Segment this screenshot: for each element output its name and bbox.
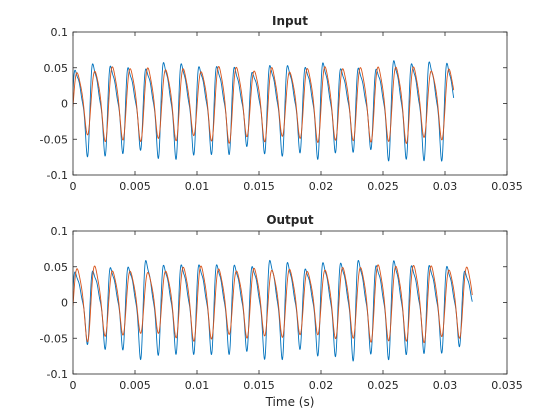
- input-y-ticks: -0.1 -0.05 0 0.05 0.1: [40, 26, 507, 182]
- input-y-tick-label: 0.05: [44, 62, 69, 75]
- input-series-group: [73, 60, 455, 162]
- input-title: Input: [272, 14, 308, 28]
- input-y-tick-label: 0: [61, 98, 68, 111]
- input-x-tick-label: 0.01: [185, 180, 210, 193]
- input-x-tick-label: 0.005: [119, 180, 151, 193]
- output-x-axis-label: Time (s): [265, 395, 315, 409]
- output-x-tick-label: 0.005: [119, 379, 151, 392]
- output-y-tick-label: 0.05: [44, 261, 69, 274]
- output-x-tick-label: 0.02: [309, 379, 334, 392]
- output-x-ticks: 0 0.005 0.01 0.015 0.02 0.025 0.03 0.035: [70, 231, 523, 392]
- input-axes-frame: [72, 31, 508, 176]
- output-x-tick-label: 0.015: [243, 379, 275, 392]
- output-y-tick-label: -0.1: [47, 368, 68, 381]
- output-series-group: [73, 259, 473, 362]
- output-y-tick-label: -0.05: [40, 332, 68, 345]
- output-x-tick-label: 0.01: [185, 379, 210, 392]
- output-title: Output: [266, 213, 314, 227]
- input-y-tick-label: -0.05: [40, 133, 68, 146]
- input-x-tick-label: 0.035: [491, 180, 523, 193]
- input-x-tick-label: 0.03: [433, 180, 458, 193]
- input-subplot: Input 0 0.005 0.01 0.015 0.02 0.025 0.03 0.035 …: [40, 14, 523, 193]
- input-series-2-line: [73, 66, 455, 144]
- input-x-ticks: 0 0.005 0.01 0.015 0.02 0.025 0.03 0.035: [70, 32, 523, 193]
- input-x-tick-label: 0: [70, 180, 77, 193]
- output-x-tick-label: 0.025: [367, 379, 399, 392]
- output-y-tick-label: 0: [61, 297, 68, 310]
- output-subplot: Output 0 0.005 0.01 0.015 0.02 0.025 0.03 0.035…: [40, 213, 523, 409]
- output-series-2-line: [73, 264, 473, 344]
- output-x-tick-label: 0.03: [433, 379, 458, 392]
- output-y-ticks: -0.1 -0.05 0 0.05 0.1: [40, 225, 507, 381]
- output-x-tick-label: 0.035: [491, 379, 523, 392]
- output-y-tick-label: 0.1: [51, 225, 69, 238]
- input-x-tick-label: 0.015: [243, 180, 275, 193]
- input-y-tick-label: -0.1: [47, 169, 68, 182]
- output-axes-frame: [72, 230, 508, 375]
- input-x-tick-label: 0.02: [309, 180, 334, 193]
- output-x-tick-label: 0: [70, 379, 77, 392]
- input-x-tick-label: 0.025: [367, 180, 399, 193]
- input-y-tick-label: 0.1: [51, 26, 69, 39]
